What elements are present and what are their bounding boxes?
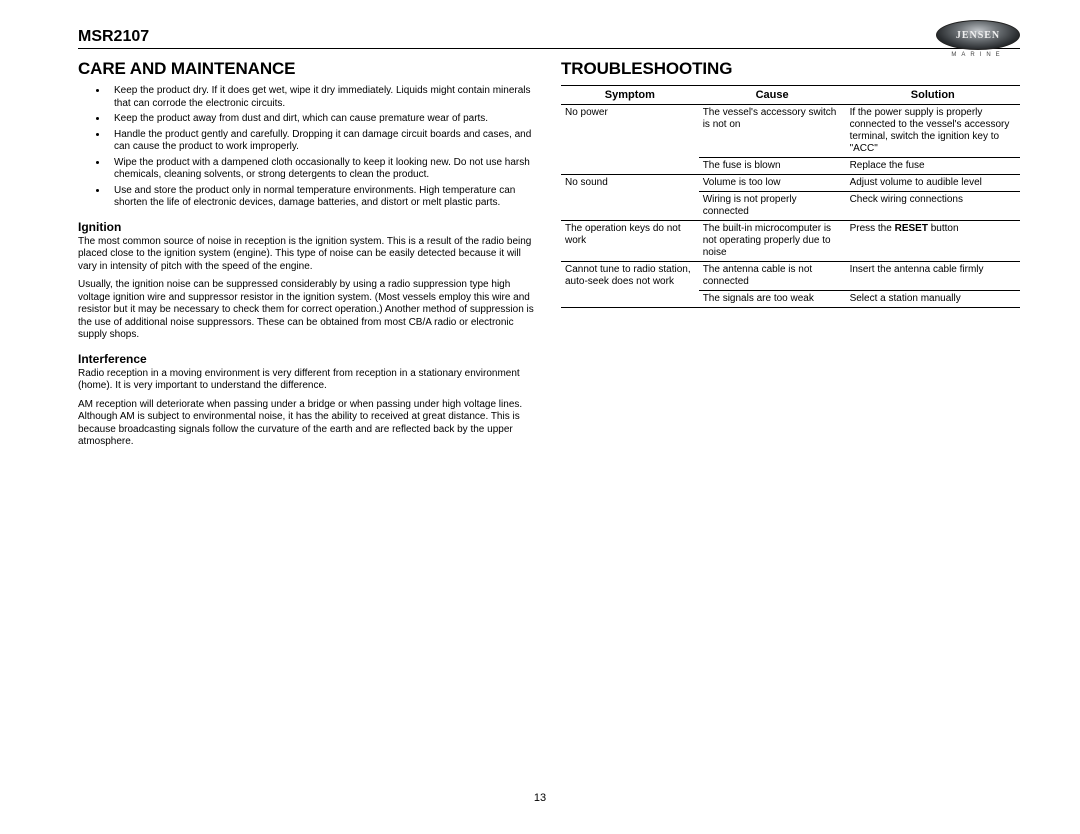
cell-solution: If the power supply is properly connecte… <box>846 105 1020 158</box>
model-number: MSR2107 <box>78 28 149 46</box>
cell-solution: Select a station manually <box>846 291 1020 308</box>
manual-page: MSR2107 JENSEN MARINE CARE AND MAINTENAN… <box>0 0 1080 834</box>
content-columns: CARE AND MAINTENANCE Keep the product dr… <box>78 59 1020 455</box>
brand-subtext: MARINE <box>936 52 1020 58</box>
care-maintenance-title: CARE AND MAINTENANCE <box>78 59 537 79</box>
troubleshooting-table: Symptom Cause Solution No power The vess… <box>561 85 1020 308</box>
interference-para: Radio reception in a moving environment … <box>78 368 537 393</box>
cell-cause: The built-in microcomputer is not operat… <box>699 221 846 262</box>
care-bullet: Handle the product gently and carefully.… <box>108 129 537 154</box>
brand-logo: JENSEN MARINE <box>936 20 1020 58</box>
ignition-para: The most common source of noise in recep… <box>78 236 537 274</box>
table-header-row: Symptom Cause Solution <box>561 86 1020 105</box>
cell-solution: Insert the antenna cable firmly <box>846 262 1020 291</box>
interference-para: AM reception will deteriorate when passi… <box>78 399 537 449</box>
page-header: MSR2107 <box>78 28 1020 49</box>
cell-solution: Press the RESET button <box>846 221 1020 262</box>
care-bullet: Keep the product away from dust and dirt… <box>108 113 537 126</box>
cell-cause: The antenna cable is not connected <box>699 262 846 291</box>
left-column: CARE AND MAINTENANCE Keep the product dr… <box>78 59 537 455</box>
right-column: TROUBLESHOOTING Symptom Cause Solution N… <box>561 59 1020 455</box>
care-bullet: Use and store the product only in normal… <box>108 185 537 210</box>
sol-pre: Press the <box>850 223 895 234</box>
cell-symptom: The operation keys do not work <box>561 221 699 262</box>
sol-bold: RESET <box>895 223 928 234</box>
care-bullet: Wipe the product with a dampened cloth o… <box>108 157 537 182</box>
cell-cause: Volume is too low <box>699 175 846 192</box>
care-bullet: Keep the product dry. If it does get wet… <box>108 85 537 110</box>
cell-cause: The fuse is blown <box>699 158 846 175</box>
cell-cause: Wiring is not properly connected <box>699 192 846 221</box>
page-number: 13 <box>0 792 1080 804</box>
col-solution: Solution <box>846 86 1020 105</box>
cell-cause: The signals are too weak <box>699 291 846 308</box>
ignition-heading: Ignition <box>78 220 537 234</box>
cell-solution: Adjust volume to audible level <box>846 175 1020 192</box>
col-symptom: Symptom <box>561 86 699 105</box>
jensen-logo-icon: JENSEN <box>936 20 1020 50</box>
care-bullet-list: Keep the product dry. If it does get wet… <box>78 85 537 210</box>
troubleshooting-title: TROUBLESHOOTING <box>561 59 1020 79</box>
cell-symptom: No sound <box>561 175 699 221</box>
sol-post: button <box>928 223 959 234</box>
cell-solution: Check wiring connections <box>846 192 1020 221</box>
table-row: No sound Volume is too low Adjust volume… <box>561 175 1020 192</box>
cell-symptom: No power <box>561 105 699 175</box>
table-row: No power The vessel's accessory switch i… <box>561 105 1020 158</box>
cell-solution: Replace the fuse <box>846 158 1020 175</box>
table-row: The operation keys do not work The built… <box>561 221 1020 262</box>
ignition-para: Usually, the ignition noise can be suppr… <box>78 279 537 342</box>
col-cause: Cause <box>699 86 846 105</box>
cell-symptom: Cannot tune to radio station, auto-seek … <box>561 262 699 308</box>
table-row: Cannot tune to radio station, auto-seek … <box>561 262 1020 291</box>
interference-heading: Interference <box>78 352 537 366</box>
cell-cause: The vessel's accessory switch is not on <box>699 105 846 158</box>
